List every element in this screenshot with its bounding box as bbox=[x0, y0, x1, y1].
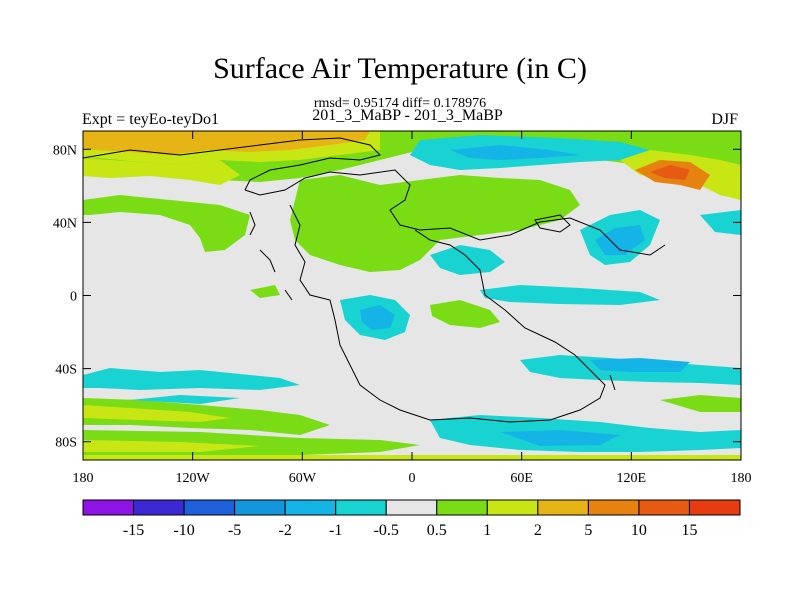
colorbar: -15 -10 -5 -2 -1 -0.5 0.5 1 2 5 10 15 bbox=[82, 499, 741, 539]
colorbar-box bbox=[82, 499, 135, 516]
lon-tick-label: 60E bbox=[510, 471, 533, 486]
lon-tick-label: 0 bbox=[409, 471, 416, 486]
colorbar-box bbox=[183, 499, 236, 516]
colorbar-label: 1 bbox=[483, 522, 491, 539]
longitude-axis: 180 120W 60W 0 60E 120E 180 bbox=[73, 131, 752, 486]
colorbar-label: 5 bbox=[584, 522, 592, 539]
field-region bbox=[480, 285, 660, 305]
colorbar-label: -5 bbox=[228, 522, 241, 539]
colorbar-box bbox=[284, 499, 337, 516]
lon-tick-label: 60W bbox=[289, 471, 317, 486]
colorbar-label: -15 bbox=[123, 522, 144, 539]
experiment-label: Expt = teyEo-teyDo1 bbox=[82, 111, 219, 128]
field-region bbox=[130, 395, 240, 404]
field-region bbox=[83, 405, 230, 422]
field-region bbox=[250, 285, 280, 298]
colorbar-label: -0.5 bbox=[374, 522, 399, 539]
field-region bbox=[83, 195, 250, 252]
stats-line: rmsd= 0.95174 diff= 0.178976 bbox=[313, 96, 487, 111]
map-panel bbox=[82, 130, 742, 461]
lon-tick-label: 180 bbox=[73, 471, 94, 486]
colorbar-label: 15 bbox=[681, 522, 697, 539]
anomaly-field bbox=[83, 131, 741, 460]
field-region bbox=[660, 395, 741, 412]
colorbar-label: -1 bbox=[329, 522, 342, 539]
latitude-axis: 80N 40N 0 40S 80S bbox=[53, 143, 741, 451]
field-region bbox=[450, 145, 580, 160]
colorbar-box bbox=[133, 499, 185, 516]
coastline bbox=[244, 169, 666, 256]
plot-title: Surface Air Temperature (in C) bbox=[213, 52, 587, 85]
colorbar-box bbox=[385, 499, 438, 516]
coastline bbox=[289, 204, 606, 423]
colorbar-box bbox=[335, 499, 387, 516]
lat-tick-label: 40S bbox=[55, 363, 77, 378]
coastline bbox=[609, 374, 616, 391]
field-region bbox=[500, 430, 620, 446]
field-region bbox=[83, 158, 240, 185]
lat-tick-label: 80S bbox=[55, 436, 77, 451]
field-region bbox=[430, 300, 500, 328]
colorbar-label: 2 bbox=[534, 522, 542, 539]
field-region bbox=[650, 165, 690, 180]
field-region bbox=[83, 131, 370, 155]
colorbar-box bbox=[234, 499, 286, 516]
colorbar-box bbox=[486, 499, 539, 516]
lat-tick-label: 80N bbox=[53, 143, 77, 158]
coastline bbox=[284, 289, 293, 301]
colorbar-label: -2 bbox=[278, 522, 291, 539]
lon-tick-label: 180 bbox=[731, 471, 752, 486]
lat-tick-label: 0 bbox=[70, 290, 77, 305]
colorbar-label: 10 bbox=[631, 522, 647, 539]
coastline bbox=[259, 249, 276, 273]
field-region bbox=[83, 440, 260, 452]
colorbar-box bbox=[436, 499, 488, 516]
lat-tick-label: 40N bbox=[53, 216, 77, 231]
lon-tick-label: 120E bbox=[617, 471, 647, 486]
colorbar-box bbox=[688, 499, 741, 516]
field-region bbox=[360, 305, 395, 330]
coastlines bbox=[82, 137, 666, 423]
colorbar-box bbox=[537, 499, 589, 516]
field-region bbox=[700, 210, 741, 235]
lon-tick-label: 120W bbox=[176, 471, 211, 486]
colorbar-label: -10 bbox=[173, 522, 194, 539]
field-region bbox=[430, 245, 505, 275]
colorbar-box bbox=[587, 499, 640, 516]
field-region bbox=[83, 368, 300, 390]
coastline bbox=[82, 137, 381, 191]
colorbar-box bbox=[638, 499, 690, 516]
coastline bbox=[249, 211, 256, 236]
season-label: DJF bbox=[711, 111, 738, 128]
field-region bbox=[590, 358, 690, 372]
coastline bbox=[534, 214, 571, 233]
field-region bbox=[595, 225, 645, 255]
field-region bbox=[290, 175, 580, 272]
subtitle: 201_3_MaBP - 201_3_MaBP bbox=[312, 107, 503, 124]
colorbar-label: 0.5 bbox=[427, 522, 447, 539]
